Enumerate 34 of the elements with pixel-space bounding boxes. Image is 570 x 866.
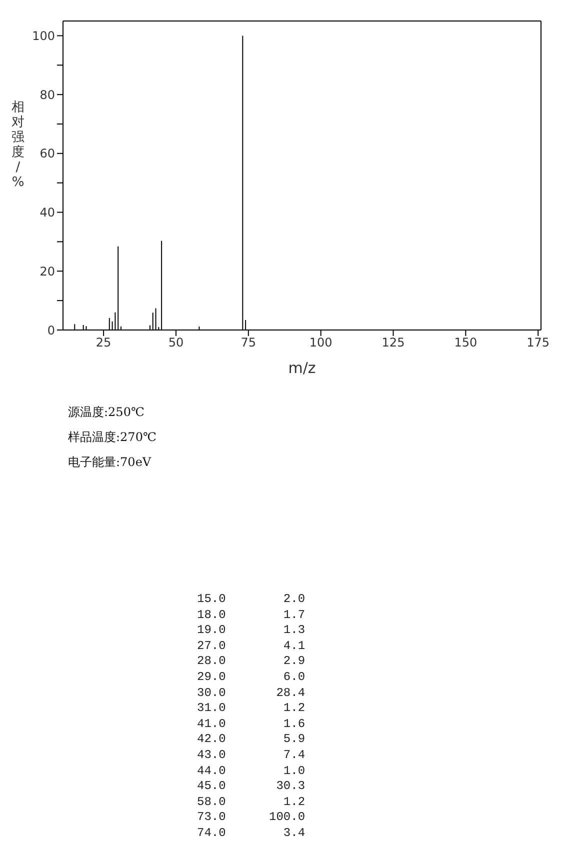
x-tick-label: 75 <box>240 336 256 350</box>
y-tick-label: 60 <box>40 146 55 161</box>
text: 源温度:250℃ <box>68 404 146 421</box>
text: 31.0 1.2 <box>197 701 306 717</box>
x-tick-label: 175 <box>526 336 550 350</box>
text: 样品温度:270℃ <box>68 429 156 446</box>
y-axis-title: 相对强度/% <box>10 100 26 190</box>
x-axis-title: m/z <box>288 359 316 377</box>
text: 42.0 5.9 <box>197 732 306 748</box>
y-tick-label: 80 <box>40 88 55 102</box>
x-tick-label: 100 <box>309 336 332 350</box>
y-tick-label: 40 <box>40 206 55 220</box>
text: 18.0 1.7 <box>197 608 306 624</box>
y-tick-label: 100 <box>32 28 55 43</box>
y-tick-label: 20 <box>40 264 55 278</box>
x-tick-label: 50 <box>168 336 184 350</box>
text: 45.0 30.3 <box>197 779 306 795</box>
x-tick-label: 125 <box>382 336 405 350</box>
text: 73.0 100.0 <box>197 810 306 826</box>
text: 74.0 3.4 <box>197 826 306 842</box>
text: 43.0 7.4 <box>197 748 306 764</box>
text: 41.0 1.6 <box>197 716 306 732</box>
x-tick-label: 25 <box>96 336 112 350</box>
text: 19.0 1.3 <box>197 623 306 639</box>
text: 电子能量:70eV <box>68 454 152 471</box>
y-tick-label: 0 <box>47 323 55 338</box>
text: 29.0 6.0 <box>197 670 306 686</box>
x-tick-label: 150 <box>454 336 478 350</box>
text: 27.0 4.1 <box>197 638 306 654</box>
text: 30.0 28.4 <box>197 686 306 702</box>
text: 58.0 1.2 <box>197 794 306 810</box>
text: 44.0 1.0 <box>197 764 306 780</box>
text: 15.0 2.0 <box>197 592 306 608</box>
text: 28.0 2.9 <box>197 654 306 670</box>
